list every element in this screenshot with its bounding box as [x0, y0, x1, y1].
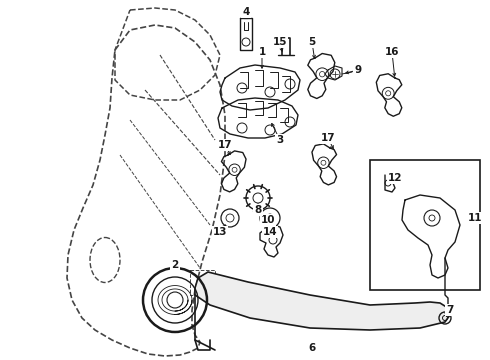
- Text: 12: 12: [388, 173, 402, 183]
- Text: 10: 10: [261, 215, 275, 225]
- Text: 1: 1: [258, 47, 266, 57]
- Text: 15: 15: [273, 37, 287, 47]
- Text: 17: 17: [320, 133, 335, 143]
- Text: 16: 16: [385, 47, 399, 57]
- Text: 17: 17: [218, 140, 232, 150]
- Text: 6: 6: [308, 343, 316, 353]
- Text: 7: 7: [446, 305, 454, 315]
- Text: 14: 14: [263, 227, 277, 237]
- Bar: [370, 160, 480, 290]
- Text: 4: 4: [243, 7, 250, 17]
- Polygon shape: [195, 272, 450, 330]
- Text: 9: 9: [354, 65, 362, 75]
- Text: 8: 8: [254, 205, 262, 215]
- Text: 13: 13: [213, 227, 227, 237]
- Text: 3: 3: [276, 135, 284, 145]
- Text: 11: 11: [468, 213, 482, 223]
- Text: 5: 5: [308, 37, 316, 47]
- Text: 2: 2: [172, 260, 179, 270]
